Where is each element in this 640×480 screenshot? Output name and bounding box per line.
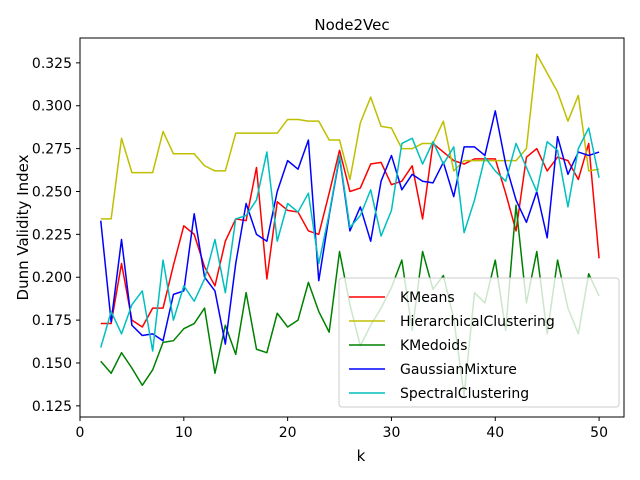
y-tick-label: 0.300: [32, 99, 72, 115]
series-line-3: [100, 110, 600, 345]
series-line-1: [100, 53, 600, 220]
x-tick-label: 20: [279, 425, 297, 441]
x-axis: 0 10 20 30 40 50: [76, 417, 608, 441]
legend-label-2: KMedoids: [400, 338, 467, 354]
y-tick-label: 0.250: [32, 184, 72, 200]
x-tick-label: 10: [175, 425, 193, 441]
y-tick-label: 0.150: [32, 356, 72, 372]
x-tick-label: 0: [76, 425, 85, 441]
plot-frame: [79, 37, 625, 418]
series-line-0: [100, 142, 600, 328]
x-tick-label: 40: [486, 425, 504, 441]
legend-frame: [338, 277, 620, 408]
y-tick-label: 0.325: [32, 56, 72, 72]
y-axis-label: Dunn Validity Index: [14, 154, 32, 300]
y-tick-label: 0.125: [32, 399, 72, 415]
y-tick-label: 0.175: [32, 313, 72, 329]
y-tick-label: 0.200: [32, 270, 72, 286]
x-tick-label: 50: [590, 425, 608, 441]
legend-label-0: KMeans: [400, 290, 455, 306]
y-tick-label: 0.225: [32, 227, 72, 243]
legend-label-4: SpectralClustering: [400, 386, 529, 402]
y-tick-label: 0.275: [32, 142, 72, 158]
legend-label-1: HierarchicalClustering: [400, 314, 555, 330]
y-axis: 0.125 0.150 0.175 0.200 0.225 0.250 0.275 0.300…: [32, 56, 80, 415]
series-line-4: [100, 127, 600, 352]
legend: KMeans HierarchicalClustering KMedoids Gaus…: [338, 277, 620, 408]
x-tick-label: 30: [383, 425, 401, 441]
legend-label-3: GaussianMixture: [400, 362, 517, 378]
chart-title: Node2Vec: [314, 16, 389, 34]
x-axis-label: k: [357, 447, 366, 465]
